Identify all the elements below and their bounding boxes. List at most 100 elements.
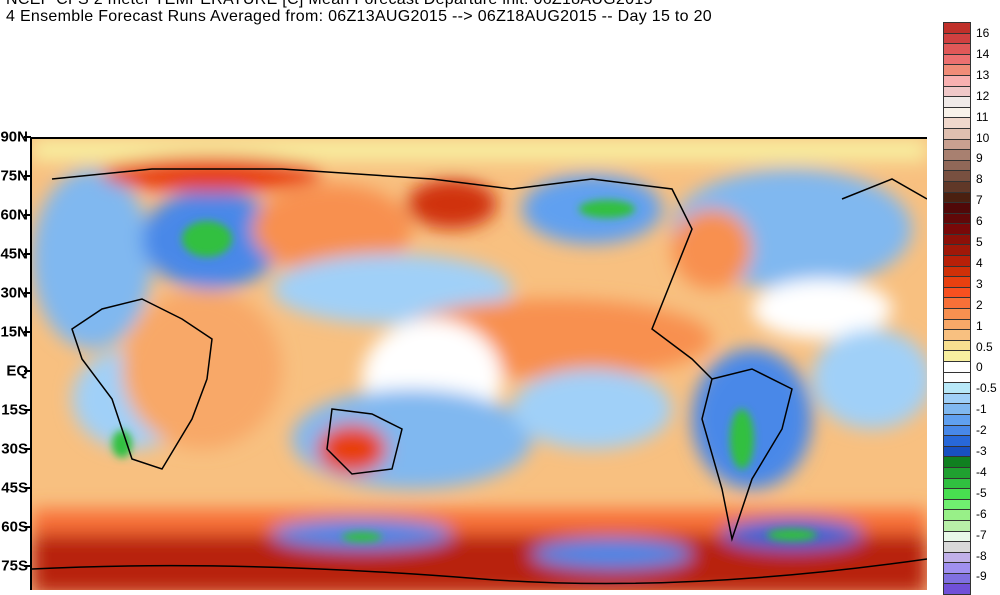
colorbar-swatch bbox=[943, 309, 971, 320]
colorbar-label: 7 bbox=[976, 193, 983, 208]
colorbar-swatch bbox=[943, 44, 971, 55]
colorbar-label: 1 bbox=[976, 318, 983, 333]
colorbar-swatch bbox=[943, 160, 971, 172]
anomaly-field bbox=[32, 139, 927, 590]
colorbar-swatch bbox=[943, 139, 971, 151]
colorbar-swatch bbox=[943, 489, 971, 500]
colorbar-label: 2 bbox=[976, 297, 983, 312]
colorbar-swatch bbox=[943, 107, 971, 119]
colorbar-swatch bbox=[943, 510, 971, 521]
colorbar-swatch bbox=[943, 192, 971, 204]
colorbar-swatch bbox=[943, 436, 971, 447]
latitude-label: 30N bbox=[0, 284, 28, 302]
title-line-1: NCEP CFS 2 meter TEMPERATURE [C] Mean Fo… bbox=[6, 0, 653, 9]
colorbar-label: 0.5 bbox=[976, 339, 993, 354]
colorbar-swatch bbox=[943, 213, 971, 225]
latitude-label: 30S bbox=[1, 440, 28, 458]
colorbar-label: 11 bbox=[976, 109, 989, 124]
coastlines bbox=[32, 168, 927, 585]
latitude-tick bbox=[24, 448, 31, 450]
temperature-anomaly-map bbox=[30, 137, 927, 590]
colorbar-label: 12 bbox=[976, 88, 990, 103]
colorbar-swatch bbox=[943, 520, 971, 532]
latitude-tick bbox=[24, 214, 31, 216]
colorbar-label: -0.5 bbox=[976, 381, 997, 396]
latitude-tick bbox=[24, 136, 31, 138]
latitude-label: 60N bbox=[0, 206, 28, 224]
latitude-label: 90N bbox=[0, 128, 28, 146]
latitude-label: 15N bbox=[0, 323, 28, 341]
colorbar-swatch bbox=[943, 542, 971, 553]
latitude-label: EQ bbox=[6, 362, 28, 380]
colorbar-swatch bbox=[943, 563, 971, 574]
colorbar-swatch bbox=[943, 86, 971, 98]
colorbar-swatch bbox=[943, 425, 971, 437]
colorbar-swatch bbox=[943, 414, 971, 426]
colorbar-label: 6 bbox=[976, 214, 983, 229]
colorbar-label: 5 bbox=[976, 235, 983, 249]
colorbar-label: -1 bbox=[976, 402, 987, 417]
colorbar-swatch bbox=[943, 33, 971, 45]
colorbar-label: -7 bbox=[976, 527, 987, 542]
colorbar-swatch bbox=[943, 54, 971, 66]
colorbar-swatch bbox=[943, 256, 971, 267]
colorbar-label: 3 bbox=[976, 276, 983, 291]
colorbar-swatch bbox=[943, 22, 971, 34]
colorbar-label: -6 bbox=[976, 506, 987, 521]
colorbar-swatch bbox=[943, 298, 971, 310]
colorbar-swatch bbox=[943, 234, 971, 246]
colorbar-swatch bbox=[943, 65, 971, 76]
colorbar-swatch bbox=[943, 224, 971, 235]
colorbar-swatch bbox=[943, 75, 971, 87]
colorbar-swatch bbox=[943, 128, 971, 140]
colorbar-label: -5 bbox=[976, 485, 987, 500]
colorbar-label: 16 bbox=[976, 26, 990, 40]
colorbar-swatch bbox=[943, 404, 971, 415]
latitude-tick bbox=[24, 526, 31, 528]
latitude-tick bbox=[24, 565, 31, 567]
colorbar-swatch bbox=[943, 319, 971, 331]
colorbar-swatch bbox=[943, 372, 971, 384]
latitude-label: 75N bbox=[0, 167, 28, 185]
colorbar-swatch bbox=[943, 351, 971, 362]
colorbar-label: 8 bbox=[976, 172, 983, 187]
colorbar-swatch bbox=[943, 118, 971, 129]
colorbar-swatch bbox=[943, 499, 971, 511]
colorbar bbox=[943, 22, 971, 595]
colorbar-swatch bbox=[943, 287, 971, 299]
latitude-label: 45N bbox=[0, 245, 28, 263]
colorbar-swatch bbox=[943, 330, 971, 341]
latitude-tick bbox=[24, 370, 31, 372]
colorbar-label: -3 bbox=[976, 444, 987, 458]
colorbar-label: -4 bbox=[976, 464, 987, 479]
colorbar-swatch bbox=[943, 478, 971, 490]
colorbar-swatch bbox=[943, 362, 971, 373]
colorbar-label: 4 bbox=[976, 255, 983, 270]
colorbar-swatch bbox=[943, 171, 971, 182]
colorbar-label: 10 bbox=[976, 130, 990, 145]
colorbar-swatch bbox=[943, 457, 971, 468]
colorbar-swatch bbox=[943, 393, 971, 405]
colorbar-swatch bbox=[943, 245, 971, 257]
latitude-tick bbox=[24, 292, 31, 294]
colorbar-swatch bbox=[943, 531, 971, 543]
colorbar-swatch bbox=[943, 584, 971, 595]
colorbar-label: 0 bbox=[976, 360, 983, 375]
colorbar-swatch bbox=[943, 203, 971, 214]
latitude-tick bbox=[24, 253, 31, 255]
colorbar-swatch bbox=[943, 383, 971, 394]
colorbar-label: 14 bbox=[976, 46, 990, 61]
colorbar-label: 13 bbox=[976, 67, 990, 82]
latitude-tick bbox=[24, 409, 31, 411]
colorbar-swatch bbox=[943, 97, 971, 108]
colorbar-swatch bbox=[943, 181, 971, 193]
colorbar-label: -8 bbox=[976, 548, 987, 563]
latitude-tick bbox=[24, 331, 31, 333]
title-line-2: 4 Ensemble Forecast Runs Averaged from: … bbox=[6, 8, 713, 25]
colorbar-swatch bbox=[943, 266, 971, 278]
latitude-label: 75S bbox=[1, 557, 28, 575]
colorbar-swatch bbox=[943, 340, 971, 352]
colorbar-label: 9 bbox=[976, 151, 983, 166]
colorbar-swatch bbox=[943, 277, 971, 288]
latitude-tick bbox=[24, 175, 31, 177]
